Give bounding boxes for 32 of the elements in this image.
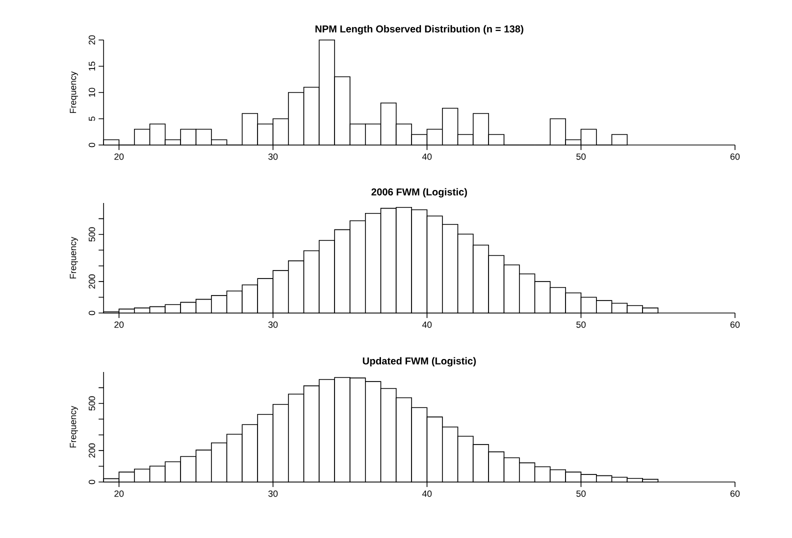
y-axis-title: Frequency — [70, 236, 78, 278]
y-tick-label: 500 — [88, 396, 96, 411]
y-tick-label: 0 — [88, 480, 96, 484]
x-tick-label: 50 — [576, 153, 586, 160]
y-tick-label: 0 — [88, 142, 96, 148]
x-tick-label: 60 — [730, 321, 740, 328]
x-tick-label: 50 — [576, 321, 586, 328]
x-tick-label: 40 — [422, 490, 432, 497]
x-tick-label: 40 — [422, 153, 432, 160]
y-tick-label: 200 — [88, 443, 96, 458]
x-tick-label: 50 — [576, 490, 586, 497]
x-tick-label: 40 — [422, 321, 432, 328]
y-axis-title: Frequency — [70, 71, 78, 113]
x-tick-label: 30 — [268, 153, 278, 160]
x-tick-label: 20 — [114, 321, 124, 328]
y-tick-label: 15 — [88, 62, 96, 71]
y-tick-label: 0 — [88, 310, 96, 316]
y-tick-label: 10 — [88, 88, 96, 97]
y-tick-label: 5 — [88, 116, 96, 121]
x-tick-label: 30 — [268, 321, 278, 328]
chart-title: 2006 FWM (Logistic) — [371, 188, 467, 198]
chart-title: Updated FWM (Logistic) — [362, 357, 476, 366]
x-tick-label: 20 — [114, 153, 124, 160]
x-tick-label: 30 — [268, 490, 278, 497]
y-tick-label: 200 — [88, 274, 96, 289]
y-tick-label: 500 — [88, 227, 96, 242]
x-tick-label: 60 — [730, 153, 740, 160]
y-tick-label: 20 — [88, 35, 96, 45]
chart-title: NPM Length Observed Distribution (n = 138) — [316, 25, 524, 34]
x-tick-label: 20 — [114, 490, 124, 497]
y-axis-title: Frequency — [70, 406, 78, 448]
x-tick-label: 60 — [730, 490, 740, 497]
